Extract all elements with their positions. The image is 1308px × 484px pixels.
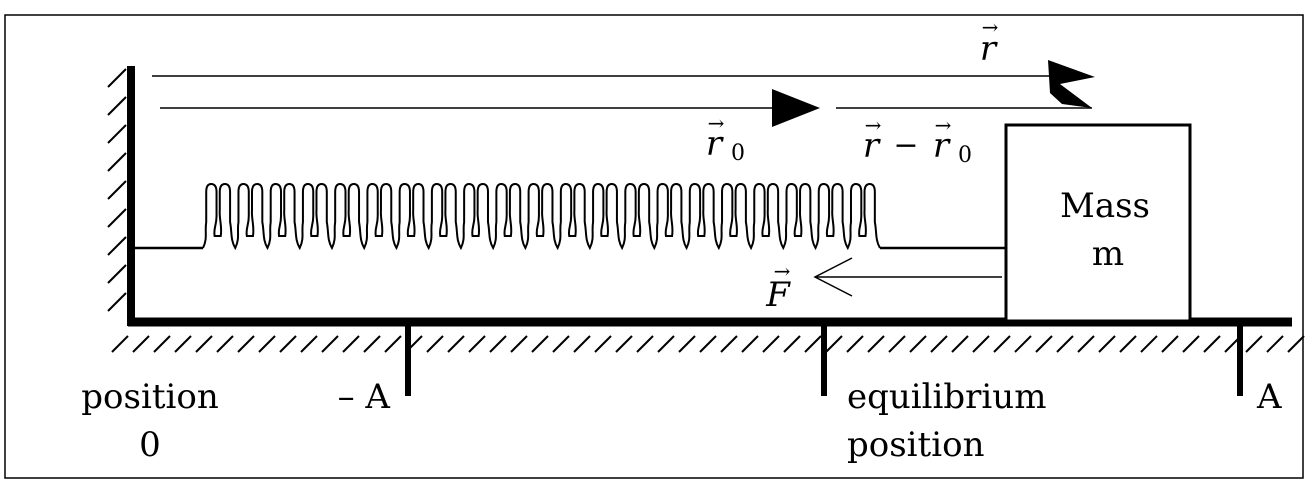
svg-text:F: F	[765, 275, 791, 315]
origin-value: 0	[139, 425, 161, 465]
mass-symbol: m	[1092, 234, 1124, 274]
wall	[107, 66, 135, 326]
svg-text:r: r	[980, 29, 998, 69]
mass-label: Mass	[1060, 186, 1150, 226]
force-arrow	[813, 257, 1002, 297]
svg-text:→: →	[865, 113, 882, 137]
svg-text:→: →	[708, 111, 725, 135]
spring-coils	[202, 182, 881, 251]
wall-hatching	[107, 68, 127, 312]
svg-text:→: →	[774, 259, 791, 283]
mass-block	[1004, 123, 1192, 323]
pos-amplitude-label: A	[1256, 377, 1282, 417]
svg-text:→: →	[982, 15, 999, 39]
vector-diff-label: r → − r 0 →	[863, 113, 972, 168]
svg-text:0: 0	[958, 143, 972, 168]
svg-text:→: →	[935, 113, 952, 137]
equilibrium-sublabel: position	[847, 425, 984, 465]
floor	[111, 317, 1305, 353]
origin-label: position	[81, 377, 218, 417]
floor-hatching	[111, 335, 1305, 353]
vector-r0-arrow	[160, 89, 820, 127]
svg-text:r: r	[933, 126, 951, 166]
force-label: F →	[765, 259, 791, 315]
svg-text:0: 0	[731, 141, 745, 166]
vector-r0-label: r 0 →	[706, 111, 745, 166]
neg-amplitude-label: – A	[338, 377, 391, 417]
svg-text:r: r	[863, 126, 881, 166]
figure-frame	[4, 14, 1304, 479]
vector-r-label: r →	[980, 15, 999, 69]
svg-text:−: −	[893, 128, 918, 163]
vector-r-arrow	[152, 60, 1095, 108]
spring	[135, 182, 1006, 251]
svg-text:r: r	[706, 124, 724, 164]
equilibrium-label: equilibrium	[847, 377, 1046, 417]
